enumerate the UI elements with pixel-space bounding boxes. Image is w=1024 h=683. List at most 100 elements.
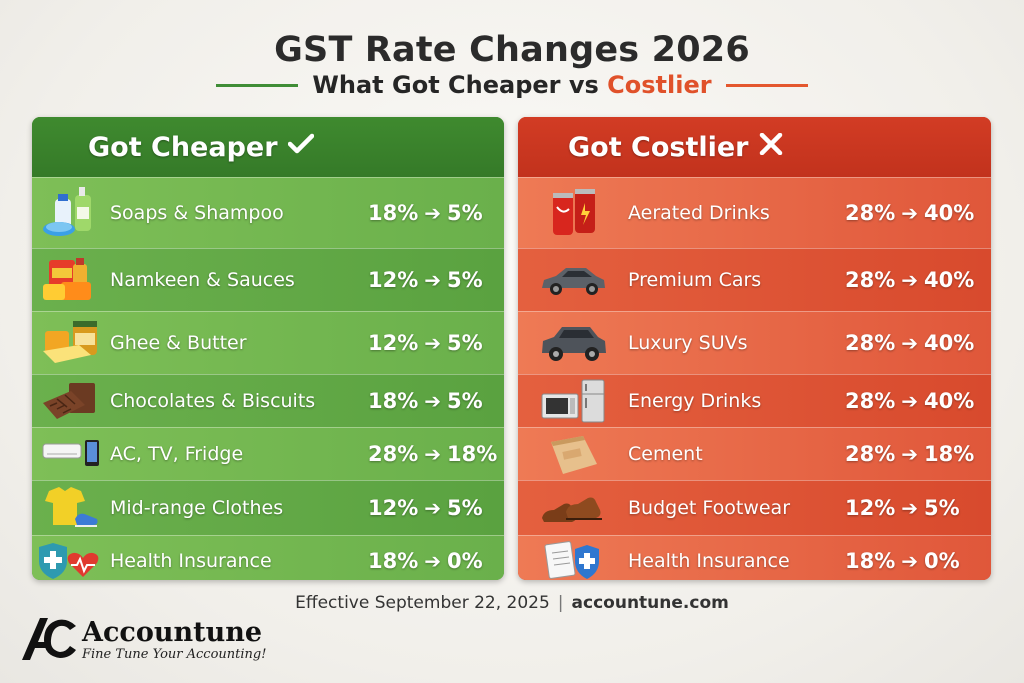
item-label: Luxury SUVs (628, 332, 748, 354)
rate-change: 28% ➔ 40% (845, 268, 991, 292)
rate-change: 28% ➔ 40% (845, 331, 991, 355)
divider-orange (725, 83, 808, 87)
rate-to: 5% (924, 496, 960, 520)
rate-to: 5% (447, 496, 483, 520)
list-item: Premium Cars 28% ➔ 40% (518, 248, 991, 311)
rate-change: 18% ➔ 0% (845, 549, 991, 573)
clothes-icon (32, 481, 110, 535)
list-item: Health Insurance 18% ➔ 0% (518, 535, 991, 580)
shoes-icon (518, 481, 628, 535)
costlier-list: Aerated Drinks 28% ➔ 40% Premium Cars 28% ➔… (518, 177, 991, 580)
list-item: Cement 28% ➔ 18% (518, 427, 991, 480)
list-item: Health Insurance 18% ➔ 0% (32, 535, 504, 580)
divider-green (216, 83, 299, 87)
rate-change: 12% ➔ 5% (368, 331, 504, 355)
rate-to: 18% (924, 442, 975, 466)
arrow-right-icon: ➔ (901, 496, 919, 520)
rate-change: 12% ➔ 5% (368, 268, 504, 292)
appliances-icon (32, 428, 110, 480)
list-item: Namkeen & Sauces 12% ➔ 5% (32, 248, 504, 311)
rate-to: 40% (924, 201, 975, 225)
brand-text: Accountune Fine Tune Your Accounting! (82, 616, 267, 662)
footer: Effective September 22, 2025 | accountune.… (0, 593, 1024, 613)
rate-from: 12% (368, 496, 419, 520)
arrow-right-icon: ➔ (424, 549, 442, 573)
item-label: Mid-range Clothes (110, 497, 284, 519)
rate-to: 0% (924, 549, 960, 573)
cheaper-panel-header: Got Cheaper (32, 117, 504, 177)
sedan-car-icon (518, 249, 628, 311)
butter-jar-icon (32, 312, 110, 374)
rate-to: 0% (447, 549, 483, 573)
item-label: Health Insurance (110, 550, 272, 572)
subtitle-highlight: Costlier (607, 71, 712, 99)
arrow-right-icon: ➔ (424, 389, 442, 413)
rate-to: 40% (924, 389, 975, 413)
list-item: Luxury SUVs 28% ➔ 40% (518, 311, 991, 374)
brand-name: Accountune (82, 616, 263, 648)
rate-to: 5% (447, 201, 483, 225)
accountune-logo-icon (18, 612, 82, 668)
cheaper-panel-title: Got Cheaper (88, 131, 278, 163)
item-label: Budget Footwear (628, 497, 791, 519)
rate-to: 5% (447, 268, 483, 292)
cross-icon (759, 132, 783, 162)
footer-separator: | (557, 593, 564, 613)
cement-bag-icon (518, 428, 628, 480)
costlier-panel-header: Got Costlier (518, 117, 991, 177)
item-label: Energy Drinks (628, 390, 762, 412)
costlier-panel: Got Costlier Aerated Drinks 28% ➔ 40% Prem… (518, 117, 991, 580)
item-label: Ghee & Butter (110, 332, 247, 354)
soap-bottles-icon (32, 178, 110, 248)
subtitle-row: What Got Cheaper vs Costlier (0, 70, 1024, 100)
rate-to: 5% (447, 331, 483, 355)
costlier-panel-title: Got Costlier (568, 131, 749, 163)
item-label: Premium Cars (628, 269, 762, 291)
chocolate-icon (32, 375, 110, 427)
rate-from: 28% (845, 268, 896, 292)
snacks-icon (32, 249, 110, 311)
list-item: Mid-range Clothes 12% ➔ 5% (32, 480, 504, 535)
rate-to: 5% (447, 389, 483, 413)
list-item: Soaps & Shampoo 18% ➔ 5% (32, 177, 504, 248)
list-item: Chocolates & Biscuits 18% ➔ 5% (32, 374, 504, 427)
list-item: AC, TV, Fridge 28% ➔ 18% (32, 427, 504, 480)
arrow-right-icon: ➔ (901, 442, 919, 466)
arrow-right-icon: ➔ (901, 389, 919, 413)
rate-from: 28% (845, 389, 896, 413)
arrow-right-icon: ➔ (424, 331, 442, 355)
arrow-right-icon: ➔ (424, 268, 442, 292)
rate-to: 40% (924, 331, 975, 355)
rate-from: 18% (368, 549, 419, 573)
brand-logo: Accountune Fine Tune Your Accounting! (18, 612, 266, 668)
page-title: GST Rate Changes 2026 (274, 30, 750, 70)
cheaper-panel: Got Cheaper Soaps & Shampoo 18% ➔ 5% Namke… (32, 117, 504, 580)
rate-from: 28% (845, 442, 896, 466)
arrow-right-icon: ➔ (424, 442, 442, 466)
rate-change: 18% ➔ 0% (368, 549, 504, 573)
rate-to: 40% (924, 268, 975, 292)
brand-tagline: Fine Tune Your Accounting! (82, 646, 267, 662)
rate-from: 18% (845, 549, 896, 573)
list-item: Aerated Drinks 28% ➔ 40% (518, 177, 991, 248)
rate-from: 18% (368, 389, 419, 413)
website-link[interactable]: accountune.com (571, 593, 729, 613)
rate-change: 28% ➔ 18% (845, 442, 991, 466)
rate-from: 18% (368, 201, 419, 225)
arrow-right-icon: ➔ (901, 331, 919, 355)
rate-change: 12% ➔ 5% (845, 496, 991, 520)
rate-change: 28% ➔ 40% (845, 389, 991, 413)
rate-to: 18% (447, 442, 498, 466)
insurance-form-icon (518, 536, 628, 580)
rate-change: 28% ➔ 18% (368, 442, 504, 466)
arrow-right-icon: ➔ (901, 268, 919, 292)
rate-from: 28% (845, 201, 896, 225)
rate-change: 18% ➔ 5% (368, 201, 504, 225)
rate-change: 28% ➔ 40% (845, 201, 991, 225)
item-label: Soaps & Shampoo (110, 202, 284, 224)
item-label: Aerated Drinks (628, 202, 770, 224)
rate-from: 12% (368, 331, 419, 355)
rate-change: 18% ➔ 5% (368, 389, 504, 413)
arrow-right-icon: ➔ (424, 201, 442, 225)
arrow-right-icon: ➔ (901, 549, 919, 573)
